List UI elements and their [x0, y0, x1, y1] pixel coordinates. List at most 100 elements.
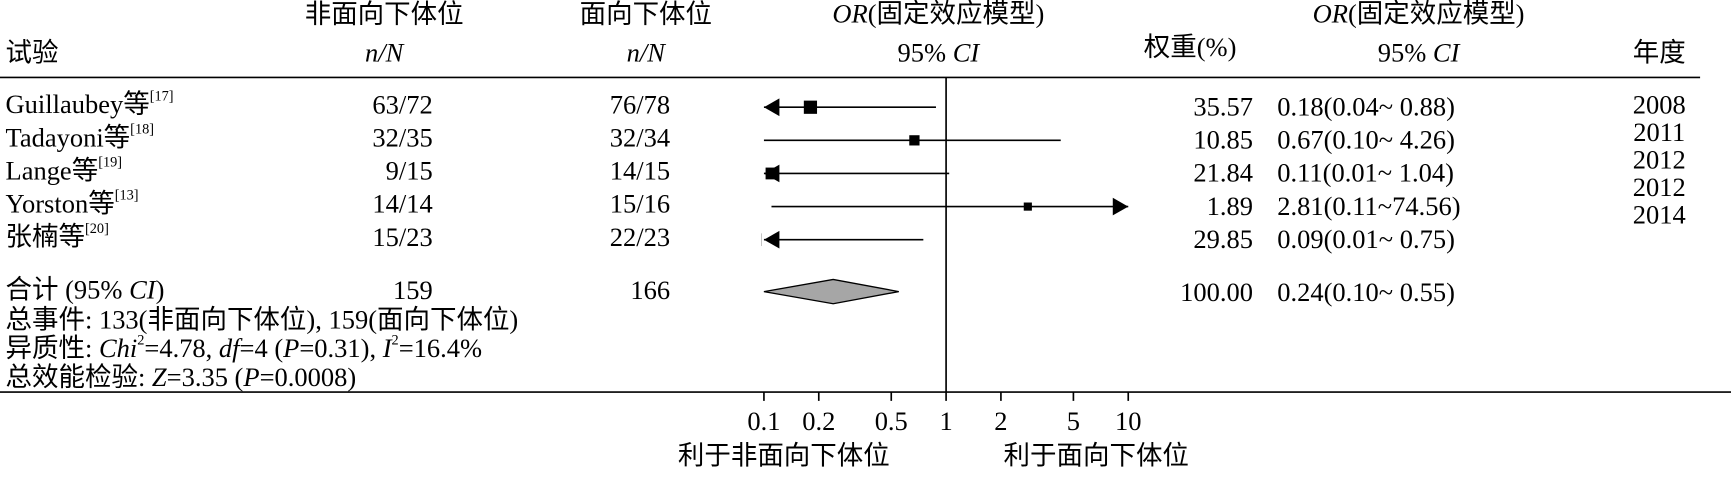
year: 2008	[1633, 89, 1686, 119]
t: I	[382, 333, 393, 363]
col-header: n/N	[627, 37, 667, 67]
year: 2014	[1633, 200, 1686, 230]
col-header-part: (固定效应模型)	[868, 0, 1045, 29]
study-ref: [18]	[130, 122, 154, 138]
t: =16.4%	[399, 333, 482, 363]
col-header: 非面向下体位	[305, 0, 464, 29]
ctrl-count: 14/15	[610, 156, 670, 186]
ci-label: 0.09(0.01~ 0.75)	[1277, 224, 1455, 254]
t: 2	[137, 333, 144, 349]
year: 2011	[1633, 117, 1685, 147]
study-name-text: 张楠等	[6, 222, 85, 252]
t: )	[156, 275, 165, 305]
weight: 29.85	[1193, 224, 1253, 254]
x-tick-label: 0.2	[802, 406, 835, 436]
t: P	[282, 333, 299, 363]
ctrl-count: 22/23	[610, 222, 670, 252]
t: =3.35 (	[167, 362, 244, 392]
weight: 1.89	[1207, 191, 1253, 221]
year: 2012	[1633, 172, 1686, 202]
study-name-text: Tadayoni等	[6, 122, 131, 152]
study-ref: [19]	[98, 155, 122, 171]
col-header-part: (固定效应模型)	[1348, 0, 1525, 29]
ci-arrow	[1112, 197, 1129, 216]
pooled-diamond	[763, 278, 899, 305]
study-name: Guillaubey等[17]	[6, 89, 174, 120]
t: 总效能检验:	[6, 362, 152, 392]
t: =4 (	[240, 333, 284, 363]
t: =0.0008)	[260, 362, 357, 392]
col-header: 95% CI	[1378, 37, 1461, 67]
col-header-part: OR	[1313, 0, 1348, 29]
t: CI	[129, 275, 157, 305]
t: 2	[392, 333, 399, 349]
study-name: Tadayoni等[18]	[6, 122, 155, 153]
ci-arrow	[763, 230, 780, 249]
ci-label: 2.81(0.11~74.56)	[1277, 191, 1460, 221]
exp-count: 32/35	[372, 122, 432, 152]
t: Chi	[99, 333, 137, 363]
col-header: 年度	[1633, 37, 1686, 67]
ci-label: 0.67(0.10~ 4.26)	[1277, 125, 1455, 155]
ctrl-count: 15/16	[610, 189, 670, 219]
col-header: 试验	[6, 37, 59, 67]
t: P	[242, 362, 259, 392]
col-header-part: OR	[832, 0, 867, 29]
point-estimate	[761, 233, 762, 247]
col-header-part: CI	[953, 37, 981, 67]
x-tick-label: 0.1	[747, 406, 780, 436]
t: df	[219, 333, 243, 363]
col-header-part: 95%	[898, 37, 953, 67]
ci-label: 0.11(0.01~ 1.04)	[1277, 158, 1454, 188]
col-header: n/N	[365, 37, 405, 67]
ci-arrow	[763, 98, 780, 117]
study-name-text: Guillaubey等	[6, 89, 150, 119]
heterogeneity: 异质性: Chi2=4.78, df=4 (P=0.31), I2=16.4%	[6, 333, 483, 364]
total-exp: 159	[393, 275, 433, 305]
ctrl-count: 32/34	[610, 122, 670, 152]
col-header: 面向下体位	[580, 0, 712, 29]
x-tick-label: 0.5	[875, 406, 908, 436]
total-ci: 0.24(0.10~ 0.55)	[1277, 277, 1455, 307]
study-name-text: Yorston等	[6, 189, 115, 219]
weight: 35.57	[1193, 92, 1253, 122]
events: 总事件: 133(非面向下体位), 159(面向下体位)	[6, 305, 519, 335]
overall-test: 总效能检验: Z=3.35 (P=0.0008)	[6, 362, 357, 392]
col-header: OR(固定效应模型)	[1313, 0, 1525, 29]
t: =0.31),	[299, 333, 382, 363]
study-name: 张楠等[20]	[6, 221, 109, 252]
col-header: 95% CI	[898, 37, 981, 67]
exp-count: 14/14	[372, 189, 432, 219]
favours-right: 利于面向下体位	[1004, 440, 1189, 470]
study-ref: [13]	[115, 188, 139, 204]
col-header-part: 95%	[1378, 37, 1433, 67]
total-weight: 100.00	[1180, 277, 1253, 307]
t: 异质性:	[6, 333, 99, 363]
x-tick-label: 1	[939, 406, 952, 436]
ci-label: 0.18(0.04~ 0.88)	[1277, 92, 1455, 122]
col-header-part: CI	[1433, 37, 1461, 67]
ctrl-count: 76/78	[610, 89, 670, 119]
t: =4.78,	[144, 333, 219, 363]
ci-arrow	[763, 164, 780, 183]
x-tick-label: 5	[1067, 406, 1080, 436]
t: 合计 (95%	[6, 275, 130, 305]
study-ref: [20]	[85, 221, 109, 237]
total-label: 合计 (95% CI)	[6, 275, 165, 305]
exp-count: 63/72	[372, 89, 432, 119]
study-name: Lange等[19]	[6, 155, 123, 186]
favours-left: 利于非面向下体位	[678, 440, 890, 470]
study-name: Yorston等[13]	[6, 188, 139, 219]
weight: 10.85	[1193, 125, 1253, 155]
study-name-text: Lange等	[6, 156, 99, 186]
exp-count: 15/23	[372, 222, 432, 252]
year: 2012	[1633, 145, 1686, 175]
total-ctrl: 166	[630, 275, 670, 305]
t: Z	[152, 362, 167, 392]
weight: 21.84	[1193, 158, 1253, 188]
col-header: 权重(%)	[1144, 32, 1237, 62]
study-ref: [17]	[150, 89, 174, 105]
x-tick-label: 2	[994, 406, 1007, 436]
